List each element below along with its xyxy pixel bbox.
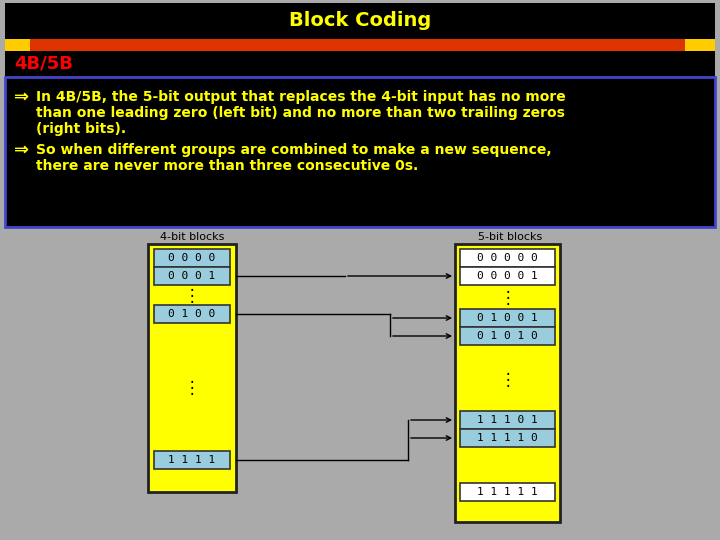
FancyBboxPatch shape [5, 3, 715, 39]
Text: ⇒: ⇒ [14, 141, 29, 159]
Text: than one leading zero (left bit) and no more than two trailing zeros: than one leading zero (left bit) and no … [36, 106, 565, 120]
FancyBboxPatch shape [5, 51, 715, 77]
Text: So when different groups are combined to make a new sequence,: So when different groups are combined to… [36, 143, 552, 157]
FancyBboxPatch shape [154, 267, 230, 285]
FancyBboxPatch shape [460, 327, 555, 345]
FancyBboxPatch shape [5, 39, 30, 51]
Text: 0 0 0 1: 0 0 0 1 [168, 271, 215, 281]
Text: ⋮: ⋮ [184, 287, 200, 305]
FancyBboxPatch shape [685, 39, 715, 51]
FancyBboxPatch shape [460, 249, 555, 267]
Text: 0 0 0 0 1: 0 0 0 0 1 [477, 271, 538, 281]
Text: 0 1 0 1 0: 0 1 0 1 0 [477, 331, 538, 341]
Text: 1 1 1 1 0: 1 1 1 1 0 [477, 433, 538, 443]
Text: 1 1 1 1: 1 1 1 1 [168, 455, 215, 465]
FancyBboxPatch shape [5, 77, 715, 227]
Text: 5-bit blocks: 5-bit blocks [478, 232, 542, 242]
FancyBboxPatch shape [30, 39, 685, 51]
Text: 0 1 0 0 1: 0 1 0 0 1 [477, 313, 538, 323]
FancyBboxPatch shape [460, 483, 555, 501]
FancyBboxPatch shape [460, 429, 555, 447]
Text: ⋮: ⋮ [499, 371, 516, 389]
Text: ⇒: ⇒ [14, 88, 29, 106]
Text: ⋮: ⋮ [499, 289, 516, 307]
Text: 1 1 1 0 1: 1 1 1 0 1 [477, 415, 538, 425]
FancyBboxPatch shape [154, 451, 230, 469]
Text: (right bits).: (right bits). [36, 122, 126, 136]
Text: ⋮: ⋮ [184, 379, 200, 397]
Text: there are never more than three consecutive 0s.: there are never more than three consecut… [36, 159, 418, 173]
Text: 4-bit blocks: 4-bit blocks [160, 232, 224, 242]
FancyBboxPatch shape [154, 305, 230, 323]
FancyBboxPatch shape [460, 267, 555, 285]
Text: In 4B/5B, the 5-bit output that replaces the 4-bit input has no more: In 4B/5B, the 5-bit output that replaces… [36, 90, 566, 104]
FancyBboxPatch shape [148, 244, 236, 492]
Text: 4B/5B: 4B/5B [14, 55, 73, 73]
FancyBboxPatch shape [460, 411, 555, 429]
Text: 1 1 1 1 1: 1 1 1 1 1 [477, 487, 538, 497]
Text: 0 0 0 0: 0 0 0 0 [168, 253, 215, 263]
FancyBboxPatch shape [154, 249, 230, 267]
Text: 0 1 0 0: 0 1 0 0 [168, 309, 215, 319]
Text: Block Coding: Block Coding [289, 11, 431, 30]
Text: 0 0 0 0 0: 0 0 0 0 0 [477, 253, 538, 263]
FancyBboxPatch shape [455, 244, 560, 522]
FancyBboxPatch shape [460, 309, 555, 327]
